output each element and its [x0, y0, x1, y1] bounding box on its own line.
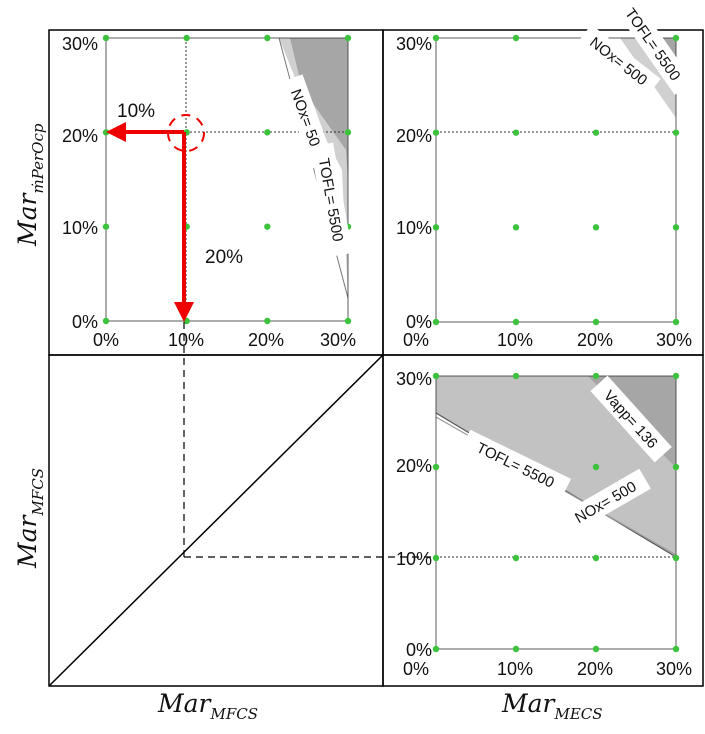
data-point [592, 463, 600, 471]
data-point [102, 317, 110, 325]
y-tick-label: 0% [72, 312, 98, 332]
data-point [432, 224, 440, 231]
y-axis-label-bottom: MarMFCS [13, 468, 47, 569]
x-ticks: 0% 10% 20% 30% [403, 659, 692, 679]
svg-text:MarMECS: MarMECS [501, 689, 603, 723]
svg-text:MarṁPerOcp: MarṁPerOcp [13, 123, 47, 247]
data-point [672, 554, 680, 562]
data-point [672, 318, 680, 326]
data-point [672, 645, 680, 653]
x-ticks: 0% 10% 20% 30% [93, 330, 356, 350]
data-point [432, 554, 440, 562]
data-point [344, 34, 352, 42]
data-point [512, 372, 520, 380]
y-tick-label: 10% [396, 549, 432, 569]
x-tick-label: 30% [320, 330, 356, 350]
data-point [672, 129, 680, 136]
x-tick-label: 20% [577, 330, 613, 350]
y-tick-label: 10% [396, 218, 432, 238]
data-point [592, 318, 600, 326]
y-ticks: 30% 20% 10% 0% [396, 369, 432, 660]
data-point [102, 223, 110, 230]
data-point [512, 34, 520, 42]
data-point [592, 224, 600, 231]
panel-bottom-left [48, 322, 436, 687]
x-axis-label-left: MarMFCS [157, 689, 258, 723]
data-point [432, 129, 440, 136]
data-point [592, 554, 600, 562]
panel-top-left: 30% 20% 10% 0% 0% 10% 20% 30% NOx= 500 T… [62, 34, 356, 350]
svg-text:MarMFCS: MarMFCS [157, 689, 258, 723]
data-point [432, 372, 440, 380]
x-tick-label: 0% [403, 659, 429, 679]
x-ticks: 0% 10% 20% 30% [403, 330, 692, 350]
x-tick-label: 20% [577, 659, 613, 679]
y-tick-label: 20% [62, 126, 98, 146]
data-point [512, 318, 520, 326]
y-tick-label: 30% [62, 34, 98, 54]
data-point [344, 129, 352, 136]
data-point [512, 129, 520, 136]
data-point [264, 223, 271, 230]
x-tick-label: 10% [497, 330, 533, 350]
x-tick-label: 30% [656, 330, 692, 350]
panel-top-right: 30% 20% 10% 0% 0% 10% 20% 30% NOx= 500 T… [396, 0, 694, 350]
data-point [102, 129, 110, 136]
identity-line [48, 354, 384, 687]
x-tick-label: 10% [497, 659, 533, 679]
data-point [592, 645, 600, 653]
y-tick-label: 20% [396, 126, 432, 146]
x-axis-label-right: MarMECS [501, 689, 603, 723]
data-point [672, 34, 680, 42]
plot-border [435, 37, 677, 323]
data-point [264, 317, 271, 325]
panel-frames [48, 29, 704, 687]
data-point [512, 554, 520, 562]
y-tick-label: 0% [406, 640, 432, 660]
data-point [592, 372, 600, 380]
data-point [672, 463, 680, 471]
y-ticks: 30% 20% 10% 0% [62, 34, 98, 332]
y-tick-label: 0% [406, 312, 432, 332]
y-axis-label-top: MarṁPerOcp [13, 123, 47, 247]
x-tick-label: 10% [168, 330, 204, 350]
data-point [264, 129, 271, 136]
x-tick-label: 20% [248, 330, 284, 350]
data-point [432, 34, 440, 42]
data-point [512, 645, 520, 653]
data-point [592, 129, 600, 136]
data-point [672, 372, 680, 380]
frame-bottom-right [382, 354, 704, 687]
annotation-20pct: 20% [205, 247, 243, 268]
data-point [264, 34, 271, 42]
data-point [672, 224, 680, 231]
data-point [512, 224, 520, 231]
data-point [344, 317, 352, 325]
y-ticks: 30% 20% 10% 0% [396, 34, 432, 332]
x-tick-label: 0% [93, 330, 119, 350]
svg-text:MarMFCS: MarMFCS [13, 468, 47, 569]
x-tick-label: 30% [656, 659, 692, 679]
y-tick-label: 30% [396, 369, 432, 389]
data-point [432, 463, 440, 471]
data-point [432, 318, 440, 326]
plot-border [435, 375, 677, 650]
feasible-region-nox [290, 38, 348, 180]
y-tick-label: 30% [396, 34, 432, 54]
data-point [183, 34, 190, 42]
selected-point-marker [167, 114, 205, 152]
feasible-region [436, 376, 676, 557]
y-tick-label: 20% [396, 456, 432, 476]
data-point [102, 34, 110, 42]
y-tick-label: 10% [62, 218, 98, 238]
plot-border [105, 37, 349, 322]
panel-bottom-right: 30% 20% 10% 0% 0% 10% 20% 30% TOFL= 5500… [396, 369, 692, 679]
data-point [432, 645, 440, 653]
annotation-10pct: 10% [117, 101, 155, 122]
x-tick-label: 0% [403, 330, 429, 350]
data-points [432, 372, 680, 653]
